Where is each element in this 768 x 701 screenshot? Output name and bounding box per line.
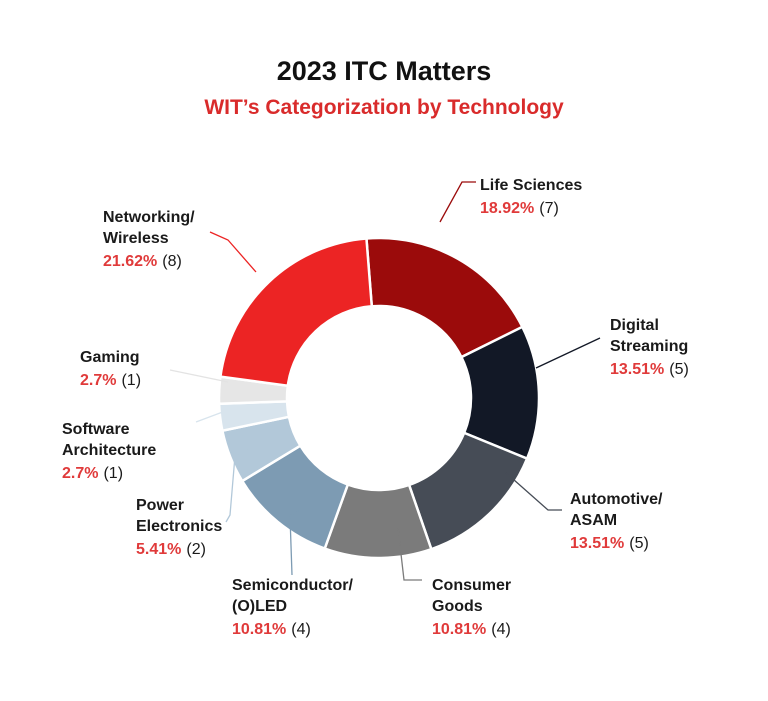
- label-name: Electronics: [136, 518, 222, 535]
- label-name: Semiconductor/: [232, 577, 353, 594]
- label-name: Wireless: [103, 230, 169, 247]
- label-count: (5): [629, 535, 649, 552]
- label-name: Architecture: [62, 442, 156, 459]
- label-percent: 18.92%: [480, 200, 534, 217]
- label-digital-streaming: Digital Streaming 13.51% (5): [610, 317, 689, 378]
- label-percent: 13.51%: [570, 535, 624, 552]
- label-automotive-asam: Automotive/ASAM 13.51% (5): [570, 491, 663, 552]
- slice-life-sciences: [365, 236, 525, 359]
- label-name: Streaming: [610, 338, 688, 355]
- leader-gaming: [169, 369, 229, 383]
- leader-software-architecture: [195, 409, 229, 423]
- label-count: (7): [539, 200, 559, 217]
- label-count: (4): [291, 621, 311, 638]
- label-name: ASAM: [570, 512, 617, 529]
- label-percent: 10.81%: [432, 621, 486, 638]
- label-count: (8): [162, 253, 182, 270]
- leader-life-sciences: [439, 181, 476, 223]
- leader-consumer-goods: [397, 527, 422, 581]
- label-consumer-goods: Consumer Goods 10.81% (4): [432, 577, 511, 638]
- label-percent: 5.41%: [136, 541, 181, 558]
- slice-networking-wireless: [219, 237, 374, 388]
- slice-automotive-asam: [407, 431, 529, 551]
- label-percent: 2.7%: [80, 372, 116, 389]
- label-name: Automotive/: [570, 491, 663, 508]
- slice-labels: Life Sciences 18.92% (7) Digital Streaming 13…: [62, 177, 689, 638]
- chart-title: 2023 ITC Matters: [276, 56, 492, 86]
- label-percent: 10.81%: [232, 621, 286, 638]
- label-name: Life Sciences: [480, 177, 582, 194]
- leader-power-electronics: [225, 445, 253, 523]
- label-name: Power: [136, 497, 184, 514]
- leader-lines: [169, 181, 601, 581]
- leader-digital-streaming: [535, 337, 601, 369]
- label-name: Networking/: [103, 209, 195, 226]
- leader-networking-wireless: [209, 231, 257, 273]
- label-life-sciences: Life Sciences 18.92% (7): [480, 177, 582, 217]
- leader-automotive-asam: [504, 471, 562, 511]
- label-count: (2): [186, 541, 206, 558]
- label-name: Goods: [432, 598, 483, 615]
- label-name: Digital: [610, 317, 659, 334]
- label-software-architecture: Software Architecture 2.7% (1): [62, 421, 156, 482]
- label-power-electronics: Power Electronics 5.41% (2): [136, 497, 222, 558]
- label-name: Gaming: [80, 349, 140, 366]
- label-name: Consumer: [432, 577, 511, 594]
- label-percent: 2.7%: [62, 465, 98, 482]
- label-count: (4): [491, 621, 511, 638]
- label-count: (1): [121, 372, 141, 389]
- donut-slices: [217, 236, 541, 560]
- leader-semiconductor-o-led: [289, 509, 301, 576]
- label-networking-wireless: Networking/Wireless 21.62% (8): [103, 209, 195, 270]
- label-percent: 21.62%: [103, 253, 157, 270]
- label-percent: 13.51%: [610, 361, 664, 378]
- chart-subtitle: WIT’s Categorization by Technology: [204, 96, 564, 119]
- label-name: (O)LED: [232, 598, 287, 615]
- label-count: (5): [669, 361, 689, 378]
- label-gaming: Gaming 2.7% (1): [80, 349, 141, 389]
- label-semiconductor-o-led: Semiconductor/ (O)LED 10.81% (4): [232, 577, 353, 638]
- label-count: (1): [103, 465, 123, 482]
- label-name: Software: [62, 421, 130, 438]
